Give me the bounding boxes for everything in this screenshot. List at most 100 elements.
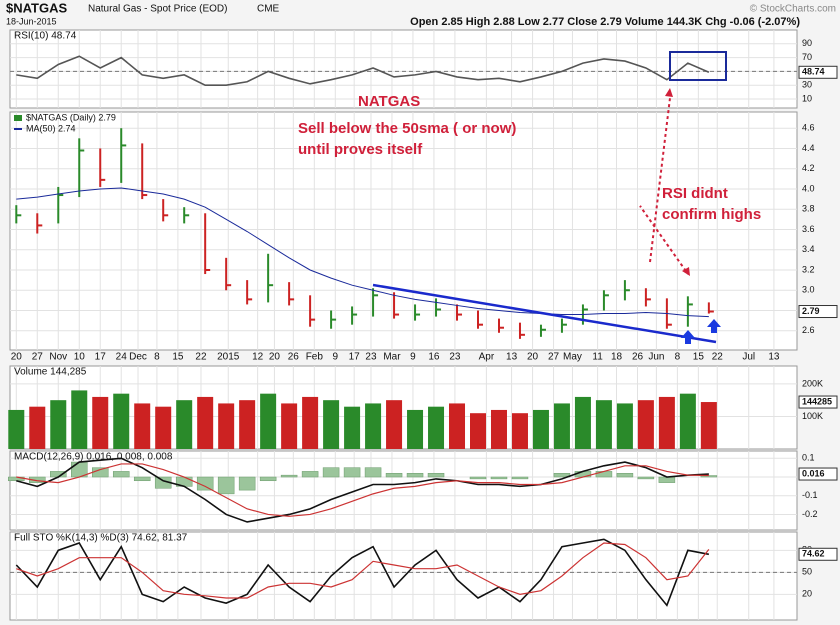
x-tick-label: 22: [712, 352, 724, 363]
bar: [658, 396, 675, 449]
bar: [134, 403, 151, 449]
bar: [71, 390, 88, 449]
panel: [9, 450, 798, 531]
legend-entry: $NATGAS (Daily) 2.79: [26, 112, 116, 122]
x-tick-label: 24: [116, 352, 128, 363]
y-tick-label: -0.2: [802, 509, 818, 519]
panel-title: Full STO %K(14,3) %D(3) 74.62, 81.37: [14, 533, 188, 544]
x-tick-label: 27: [32, 352, 44, 363]
x-tick-label: Jul: [742, 352, 755, 363]
x-tick-label: 23: [365, 352, 377, 363]
y-tick-label: 3.0: [802, 285, 815, 295]
series-line: [16, 463, 709, 517]
histogram-bar: [427, 473, 445, 478]
histogram-bar: [385, 473, 403, 478]
rsi-box: [669, 51, 727, 81]
histogram-bar: [133, 476, 151, 482]
x-tick-label: 20: [527, 352, 539, 363]
x-tick-label: Apr: [479, 352, 495, 363]
series-line: [15, 538, 710, 607]
x-tick-label: 2015: [217, 352, 240, 363]
x-tick-label: 27: [548, 352, 560, 363]
bar: [29, 406, 46, 449]
last-value: 144285: [802, 396, 832, 406]
y-tick-label: 3.8: [802, 204, 815, 214]
last-value: 0.016: [802, 468, 825, 478]
y-tick-label: 30: [802, 80, 812, 90]
x-tick-label: 20: [11, 352, 23, 363]
x-tick-label: 26: [632, 352, 644, 363]
bar: [239, 400, 256, 449]
bar: [8, 409, 25, 449]
series-line: [16, 542, 710, 599]
bar: [553, 403, 570, 449]
histogram-bar: [658, 476, 676, 483]
histogram-bar: [196, 476, 214, 491]
bar: [511, 413, 528, 449]
x-tick-label: 15: [172, 352, 184, 363]
symbol: $NATGAS: [6, 0, 67, 15]
bar: [700, 402, 717, 449]
annotation: until proves itself: [298, 141, 423, 158]
dotted-arrow: [639, 205, 689, 275]
last-value-box: [798, 305, 838, 319]
histogram-bar: [595, 471, 613, 478]
x-tick-label: Jun: [648, 352, 664, 363]
legend-swatch: [14, 115, 22, 121]
x-tick-label: Nov: [49, 352, 67, 363]
bar: [176, 400, 193, 449]
y-tick-label: 3.6: [802, 224, 815, 234]
histogram-bar: [637, 476, 655, 480]
histogram-bar: [406, 473, 424, 478]
bar: [679, 393, 696, 449]
histogram-bar: [553, 473, 571, 478]
histogram-bar: [112, 471, 130, 478]
x-tick-label: 13: [768, 352, 780, 363]
x-tick-label: 26: [288, 352, 300, 363]
x-tick-label: 17: [349, 352, 361, 363]
histogram-bar: [616, 473, 634, 478]
bar: [365, 403, 382, 449]
panel-title: MACD(12,26,9) 0.016, 0.008, 0.008: [14, 452, 173, 463]
legend-entry: MA(50) 2.74: [26, 123, 76, 133]
y-tick-label: 0.1: [802, 453, 815, 463]
x-tick-label: 8: [154, 352, 160, 363]
annotation: RSI didnt: [662, 185, 728, 202]
credit: © StockCharts.com: [750, 4, 836, 15]
bar: [574, 396, 591, 449]
plot-area: 1030507090RSI(10) 48.7448.742.62.83.03.2…: [8, 29, 838, 621]
last-value: 48.74: [802, 67, 825, 77]
annotation: NATGAS: [358, 93, 420, 110]
bar: [113, 393, 130, 449]
arrow-head: [665, 88, 673, 97]
x-tick-label: 11: [592, 352, 603, 363]
histogram-bar: [217, 476, 235, 495]
panel-title: Volume 144,285: [14, 367, 87, 378]
arrows: [681, 319, 721, 344]
y-tick-label: 50: [802, 567, 812, 577]
bar: [490, 409, 507, 449]
y-tick-label: 3.2: [802, 264, 815, 274]
last-value: 74.62: [802, 549, 825, 559]
y-tick-label: 4.6: [802, 123, 815, 133]
y-tick-label: 10: [802, 93, 812, 103]
bar: [218, 403, 235, 449]
histogram-bar: [469, 476, 487, 480]
series-line: [16, 457, 709, 523]
x-tick-label: 8: [675, 352, 681, 363]
y-tick-label: -0.1: [802, 490, 818, 500]
quote: Open 2.85 High 2.88 Low 2.77 Close 2.79 …: [410, 16, 800, 28]
bar: [260, 393, 277, 449]
histogram-bar: [322, 467, 340, 478]
x-tick-label: 10: [74, 352, 86, 363]
bar: [449, 403, 466, 449]
x-tick-label: 22: [195, 352, 207, 363]
date: 18-Jun-2015: [6, 16, 57, 26]
y-tick-label: 4.0: [802, 183, 815, 193]
y-tick-label: 90: [802, 38, 812, 48]
x-tick-label: Dec: [129, 352, 147, 363]
bar: [407, 409, 424, 449]
y-tick-label: 3.4: [802, 244, 815, 254]
histogram-bar: [259, 476, 277, 482]
